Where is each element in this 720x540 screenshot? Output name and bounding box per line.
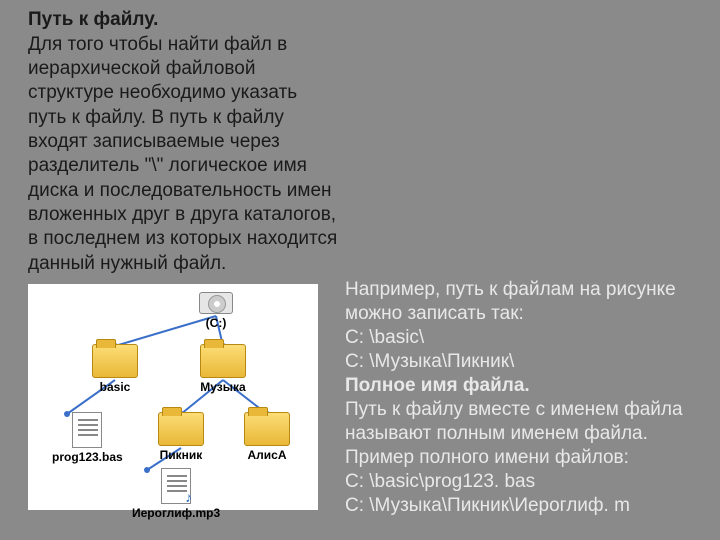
node-label: basic (92, 380, 138, 394)
tree-node-piknik: Пикник (158, 412, 204, 462)
node-label: prog123.bas (52, 450, 123, 464)
file-icon (72, 412, 102, 448)
intro-paragraph: Для того чтобы найти файл в иерархическо… (28, 33, 338, 276)
node-label: Пикник (158, 448, 204, 462)
left-column: Путь к файлу. Для того чтобы найти файл … (28, 8, 338, 510)
folder-icon (158, 412, 204, 446)
example-path-1: C: \basic\ (345, 326, 695, 350)
file-tree-diagram: (C:)basicМузыкаprog123.basПикникАлисАИер… (28, 284, 318, 510)
node-label: (C:) (199, 316, 233, 330)
tree-node-alisa: АлисА (244, 412, 290, 462)
folder-icon (92, 344, 138, 378)
tree-node-prog: prog123.bas (52, 412, 123, 464)
tree-node-iero: Иероглиф.mp3 (132, 468, 220, 520)
right-column: Например, путь к файлам на рисунке можно… (345, 278, 695, 518)
heading-path: Путь к файлу. (28, 8, 338, 33)
music-icon (161, 468, 191, 504)
folder-icon (200, 344, 246, 378)
fullname-def: Путь к файлу вместе с именем файла назыв… (345, 398, 695, 446)
tree-node-basic: basic (92, 344, 138, 394)
tree-canvas: (C:)basicМузыкаprog123.basПикникАлисАИер… (34, 290, 312, 504)
tree-node-root: (C:) (199, 292, 233, 330)
disk-icon (199, 292, 233, 314)
node-label: Иероглиф.mp3 (132, 506, 220, 520)
heading-fullname: Полное имя файла. (345, 374, 695, 399)
example-intro: Например, путь к файлам на рисунке можно… (345, 278, 695, 326)
node-label: АлисА (244, 448, 290, 462)
fullname-example-intro: Пример полного имени файлов: (345, 446, 695, 470)
node-label: Музыка (200, 380, 246, 394)
tree-node-muz: Музыка (200, 344, 246, 394)
example-path-2: C: \Музыка\Пикник\ (345, 350, 695, 374)
fullname-example-2: C: \Музыка\Пикник\Иероглиф. m (345, 494, 695, 518)
folder-icon (244, 412, 290, 446)
fullname-example-1: C: \basic\prog123. bas (345, 470, 695, 494)
